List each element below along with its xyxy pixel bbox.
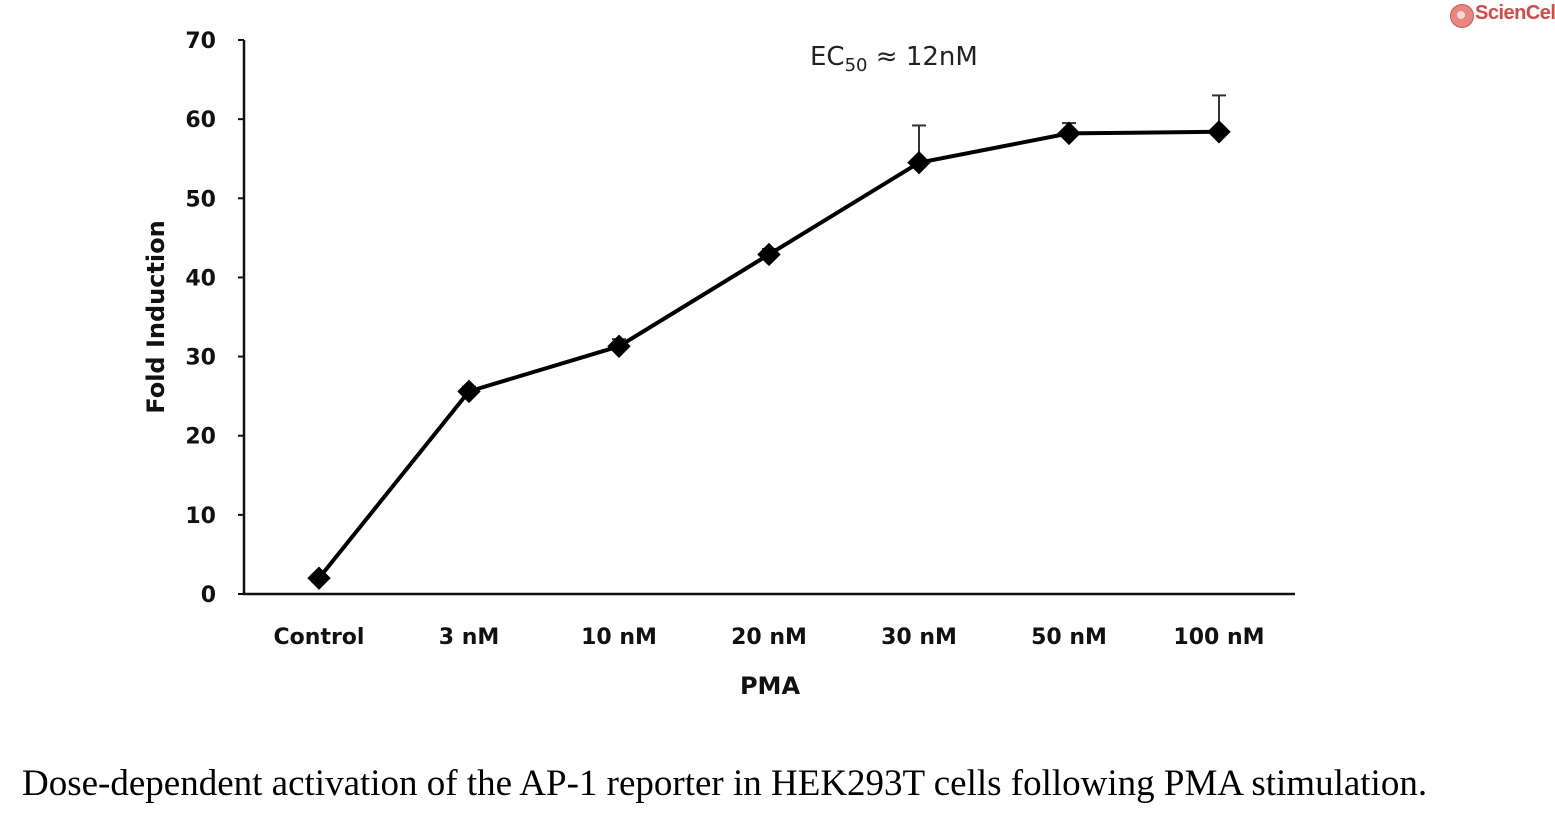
y-tick-label: 30: [185, 346, 216, 371]
data-point: [457, 379, 481, 404]
y-tick-label: 50: [185, 187, 216, 212]
data-point: [307, 566, 331, 590]
x-tick-label: 50 nM: [1031, 625, 1107, 650]
ec50-subscript: 50: [845, 55, 868, 76]
series-line: [317, 129, 1220, 580]
data-point: [607, 334, 631, 358]
x-tick-label: 10 nM: [581, 625, 657, 650]
x-tick-label: 100 nM: [1173, 625, 1264, 650]
y-tick-label: 40: [185, 266, 216, 291]
logo-text: ScienCell: [1475, 2, 1555, 24]
y-tick-label: 60: [185, 108, 216, 133]
x-axis-title: PMA: [740, 672, 800, 700]
x-tick-label: 3 nM: [439, 625, 500, 650]
logo-mark-icon: [1450, 4, 1474, 28]
sciencell-logo: ScienCell: [1448, 2, 1555, 30]
data-point: [907, 150, 931, 175]
ec50-suffix: ≈ 12nM: [868, 42, 978, 72]
data-point: [757, 242, 781, 267]
x-tick-label: Control: [274, 625, 365, 650]
y-tick-label: 70: [185, 29, 216, 54]
y-tick-label: 10: [185, 504, 216, 529]
figure-caption: Dose-dependent activation of the AP-1 re…: [22, 763, 1428, 804]
x-tick-label: 30 nM: [881, 625, 957, 650]
x-tick-label: 20 nM: [731, 625, 807, 650]
y-tick-label: 20: [185, 425, 216, 450]
ec50-annotation: EC50 ≈ 12nM: [810, 42, 978, 76]
ec50-prefix: EC: [810, 42, 845, 72]
data-point: [1057, 121, 1081, 146]
y-axis-title: Fold Induction: [142, 220, 170, 413]
data-point: [1207, 120, 1231, 144]
y-tick-label: 0: [201, 583, 216, 608]
plot-area: 0 10 20 30 40 50 60 70 Control 3 nM 10 nM 20 nM 30 n…: [185, 29, 1295, 650]
